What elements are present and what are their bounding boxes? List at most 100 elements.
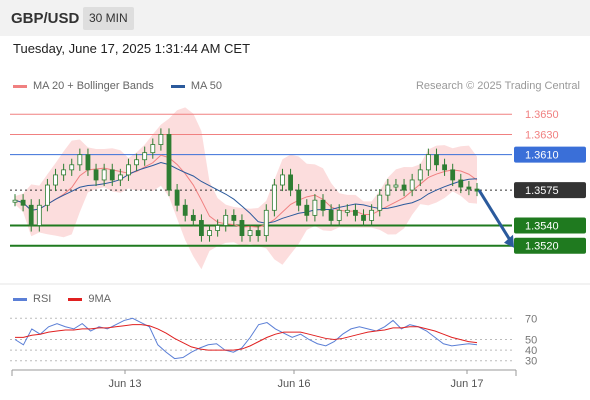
candle-body [199, 220, 204, 237]
rsi-line [14, 317, 478, 360]
candle-body [109, 169, 115, 181]
legend-ma20-bollinger: MA 20 + Bollinger Bands [13, 80, 154, 92]
candle-body [101, 169, 107, 181]
candle-body [369, 209, 375, 221]
candle-body [385, 184, 391, 196]
legend-swatch [13, 84, 27, 88]
level-label: 1.3610 [525, 150, 559, 162]
bollinger-band [15, 107, 477, 270]
forecast-arrow [477, 189, 513, 243]
candle-body [126, 164, 131, 176]
candle-body [304, 204, 310, 216]
symbol-title: GBP/USD [11, 10, 80, 27]
level-label: 1.3520 [525, 241, 559, 253]
x-tick-label: Jun 16 [277, 378, 310, 390]
rsi-tick-label: 50 [525, 335, 537, 347]
level-label-box [514, 217, 586, 234]
legend-rsi: RSI [13, 293, 51, 305]
candle-body [409, 179, 415, 191]
level-label: 1.3575 [525, 185, 559, 197]
candle-body [69, 164, 75, 171]
candle-body [434, 154, 439, 166]
legend-ma50: MA 50 [170, 80, 223, 92]
legend-label: MA 50 [190, 80, 223, 92]
candle-body [296, 189, 302, 206]
candle-body [263, 209, 269, 237]
candle-body [255, 230, 261, 237]
candle-body [239, 220, 245, 237]
candle-body [28, 204, 34, 226]
chart-datetime: Tuesday, June 17, 2025 1:31:44 AM CET [13, 41, 251, 56]
candle-body [466, 186, 472, 190]
ma20-line [14, 154, 478, 228]
candle-body [377, 194, 383, 211]
candle-body [328, 209, 334, 221]
candle-body [166, 134, 172, 191]
x-tick-label: Jun 17 [450, 378, 483, 390]
price-panel: 1.3650 1.3630 1.3610 1.3575 1.3540 1.3520 [0, 107, 590, 285]
level-label: 1.3630 [525, 129, 559, 141]
legend-swatch [13, 297, 27, 301]
legend-swatch [170, 84, 185, 88]
level-label-box [514, 237, 586, 254]
candle-body [401, 184, 407, 191]
candle-body [425, 154, 431, 171]
rsi-tick-label: 70 [525, 313, 537, 325]
candle-body [280, 174, 285, 186]
level-label: 1.3650 [525, 109, 559, 121]
candle-body [442, 164, 447, 171]
candle-body [344, 209, 350, 213]
price-legend: MA 20 + Bollinger Bands MA 50 [13, 80, 236, 92]
candle-body [474, 188, 480, 192]
candle-body [61, 169, 67, 176]
level-label: 1.3540 [525, 220, 559, 232]
candle-body [450, 169, 456, 181]
forecast-arrowhead [504, 234, 514, 248]
candle-body [12, 199, 18, 203]
candle-body [174, 189, 180, 206]
candle-body [85, 154, 91, 171]
legend-9ma: 9MA [68, 293, 111, 305]
timeframe-button[interactable]: 30 MIN [83, 7, 134, 30]
candle-body [288, 174, 293, 191]
candle-body [45, 184, 50, 206]
x-axis: Jun 13 Jun 16 Jun 17 [11, 369, 517, 390]
candle-body [134, 159, 139, 166]
rsi-tick-label: 30 [525, 356, 537, 368]
level-label-box [514, 182, 586, 199]
candle-body [336, 209, 342, 221]
candle-body [93, 169, 99, 181]
candle-body [190, 214, 196, 221]
candle-body [223, 214, 229, 226]
candle-body [215, 225, 221, 231]
candle-body [320, 199, 326, 211]
candle-body [361, 214, 366, 221]
candle-body [77, 154, 83, 166]
x-tick-label: Jun 13 [108, 378, 141, 390]
candle-body [393, 184, 399, 188]
legend-swatch [68, 297, 83, 301]
legend-label: MA 20 + Bollinger Bands [33, 80, 154, 92]
candle-body [36, 204, 42, 226]
candle-body [20, 199, 26, 206]
ma50-line [14, 161, 478, 224]
candle-body [53, 174, 58, 186]
candle-body [117, 174, 123, 181]
candle-body [231, 214, 237, 221]
legend-label: RSI [33, 293, 52, 305]
legend-label: 9MA [88, 293, 112, 305]
candle-body [417, 169, 423, 181]
candle-body [353, 209, 358, 216]
candle-body [207, 230, 212, 237]
candle-body [150, 144, 156, 154]
candle-body [182, 204, 188, 216]
rsi-tick-label: 40 [525, 345, 537, 357]
candle-body [247, 230, 253, 237]
candle-body [158, 134, 164, 145]
candle-body [312, 199, 318, 216]
level-label-box [514, 146, 586, 163]
top-bar: GBP/USD 30 MIN [0, 0, 590, 36]
candle-body [271, 184, 277, 211]
